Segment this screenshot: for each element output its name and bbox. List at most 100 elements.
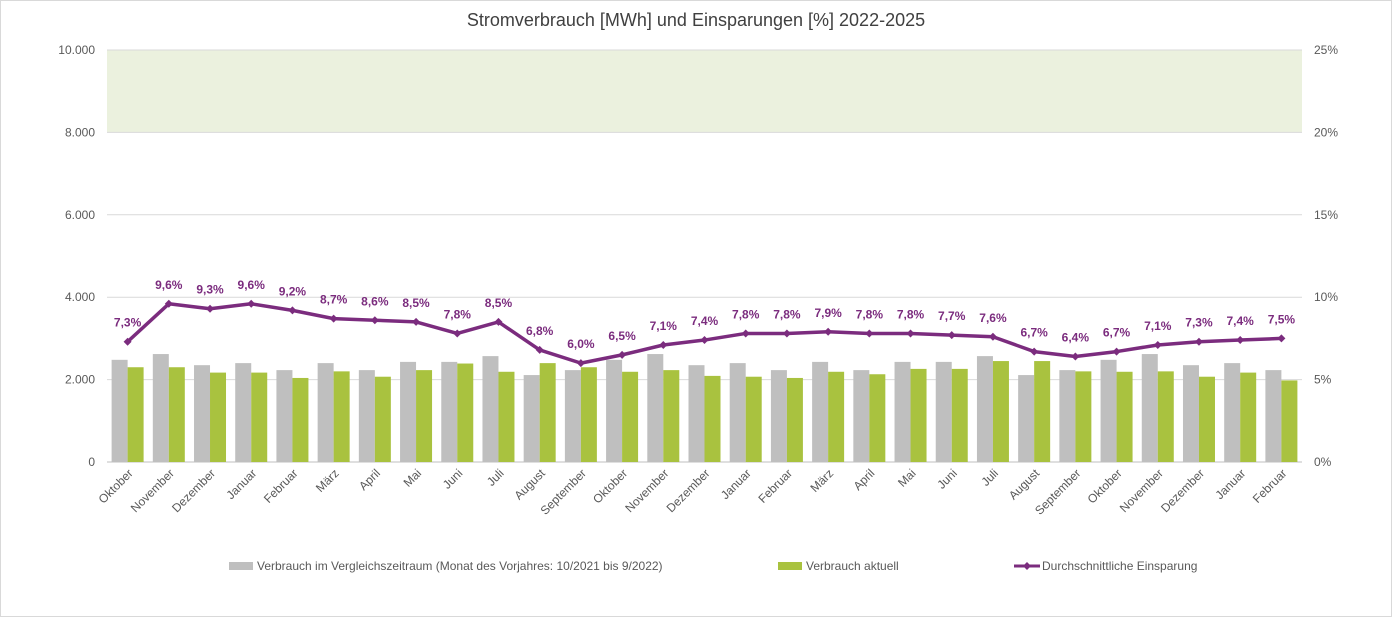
bar-current: [539, 363, 556, 462]
bar-current: [992, 361, 1009, 462]
savings-point: [865, 329, 874, 338]
savings-point: [1071, 352, 1080, 361]
x-tick-label: November: [1117, 466, 1166, 515]
bar-current: [1116, 371, 1133, 462]
x-tick-label: Dezember: [1158, 466, 1207, 515]
bar-comparison: [1141, 354, 1158, 462]
savings-data-label: 7,5%: [1268, 312, 1296, 326]
bar-current: [745, 376, 762, 462]
savings-data-label: 7,8%: [773, 307, 801, 321]
savings-point: [247, 299, 256, 308]
bar-current: [292, 377, 309, 462]
x-tick-label: Februar: [1250, 466, 1290, 506]
bar-current: [1198, 376, 1215, 462]
y-right-tick-label: 5%: [1314, 373, 1332, 387]
bar-current: [498, 371, 515, 462]
savings-point: [370, 316, 379, 325]
x-tick-label: März: [313, 466, 342, 495]
savings-point: [988, 332, 997, 341]
x-tick-label: März: [807, 466, 836, 495]
x-tick-label: Juni: [440, 466, 465, 491]
savings-data-label: 7,8%: [856, 307, 884, 321]
x-tick-label: November: [128, 466, 177, 515]
x-tick-label: Oktober: [1085, 466, 1125, 506]
savings-data-label: 7,1%: [650, 319, 678, 333]
bar-current: [580, 367, 597, 462]
savings-point: [288, 306, 297, 315]
y-right-tick-label: 20%: [1314, 125, 1338, 139]
savings-data-label: 8,5%: [485, 296, 513, 310]
bar-current: [251, 372, 268, 462]
y-right-tick-label: 15%: [1314, 208, 1338, 222]
bar-comparison: [1182, 365, 1199, 462]
savings-data-label: 8,7%: [320, 293, 348, 307]
x-tick-label: Mai: [401, 466, 425, 490]
bar-comparison: [482, 356, 499, 462]
bar-comparison: [194, 365, 211, 462]
savings-point: [1277, 334, 1286, 343]
savings-data-label: 7,3%: [114, 316, 142, 330]
savings-point: [535, 345, 544, 354]
legend-swatch: [778, 562, 802, 570]
x-tick-label: Januar: [1212, 466, 1248, 502]
bar-current: [333, 371, 350, 462]
bar-comparison: [441, 361, 458, 462]
bar-current: [1034, 361, 1051, 462]
savings-data-label: 8,6%: [361, 294, 389, 308]
savings-data-label: 6,7%: [1020, 326, 1048, 340]
bar-comparison: [235, 363, 252, 462]
bar-current: [1240, 372, 1257, 462]
legend: Verbrauch im Vergleichszeitraum (Monat d…: [229, 559, 1197, 573]
savings-data-label: 9,2%: [279, 284, 307, 298]
savings-data-label: 7,8%: [732, 307, 760, 321]
savings-data-label: 7,3%: [1185, 316, 1213, 330]
savings-data-label: 7,4%: [1227, 314, 1255, 328]
bar-current: [704, 375, 721, 462]
bar-current: [457, 363, 474, 462]
savings-data-label: 6,8%: [526, 324, 554, 338]
savings-point: [700, 336, 709, 345]
savings-point: [906, 329, 915, 338]
x-tick-label: Februar: [755, 466, 795, 506]
left-axis: 0 2.000 4.000 6.000 8.000 10.000: [58, 43, 95, 469]
savings-data-label: 6,5%: [608, 329, 636, 343]
savings-data-label: 7,8%: [444, 307, 472, 321]
y-left-tick-label: 2.000: [65, 373, 95, 387]
savings-point: [1236, 336, 1245, 345]
bar-current: [622, 371, 639, 462]
savings-point: [947, 331, 956, 340]
x-tick-label: Mai: [895, 466, 919, 490]
savings-line: 7,3% 9,6% 9,3% 9,6% 9,2% 8,7% 8,6% 8,5% 7,8% 8,5%…: [114, 278, 1296, 368]
x-tick-label: Juli: [978, 466, 1001, 489]
savings-data-label: 7,9%: [814, 306, 842, 320]
savings-data-label: 9,6%: [155, 278, 183, 292]
target-band: [107, 50, 1302, 133]
y-right-tick-label: 10%: [1314, 290, 1338, 304]
savings-point: [1153, 340, 1162, 349]
x-tick-label: November: [622, 466, 671, 515]
bar-current: [416, 370, 433, 462]
x-tick-label: August: [1006, 466, 1043, 503]
savings-point: [1194, 337, 1203, 346]
x-tick-label: Januar: [223, 466, 259, 502]
bar-current: [1075, 371, 1092, 462]
savings-data-label: 7,1%: [1144, 319, 1172, 333]
y-right-tick-label: 25%: [1314, 43, 1338, 57]
bar-comparison: [564, 370, 581, 462]
savings-point: [123, 337, 132, 346]
bar-comparison: [276, 370, 293, 462]
y-left-tick-label: 10.000: [58, 43, 95, 57]
target-band-layer: [107, 50, 1302, 133]
bar-comparison: [111, 359, 128, 462]
y-left-tick-label: 0: [88, 455, 95, 469]
savings-data-label: 8,5%: [402, 296, 430, 310]
bar-current: [1157, 371, 1174, 462]
legend-label: Verbrauch im Vergleichszeitraum (Monat d…: [257, 559, 663, 573]
bar-comparison: [812, 361, 829, 462]
bar-comparison: [1100, 359, 1117, 462]
bar-comparison: [606, 359, 623, 462]
chart-title: Stromverbrauch [MWh] und Einsparungen [%…: [466, 10, 926, 30]
bar-current: [786, 377, 803, 462]
